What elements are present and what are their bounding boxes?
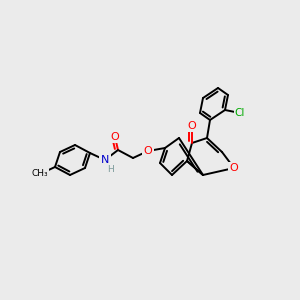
Text: N: N: [101, 155, 109, 165]
Text: O: O: [230, 163, 238, 173]
Text: O: O: [144, 146, 152, 156]
Text: CH₃: CH₃: [32, 169, 48, 178]
Text: Cl: Cl: [235, 108, 245, 118]
Text: O: O: [111, 132, 119, 142]
Text: O: O: [188, 121, 196, 131]
Text: H: H: [106, 166, 113, 175]
